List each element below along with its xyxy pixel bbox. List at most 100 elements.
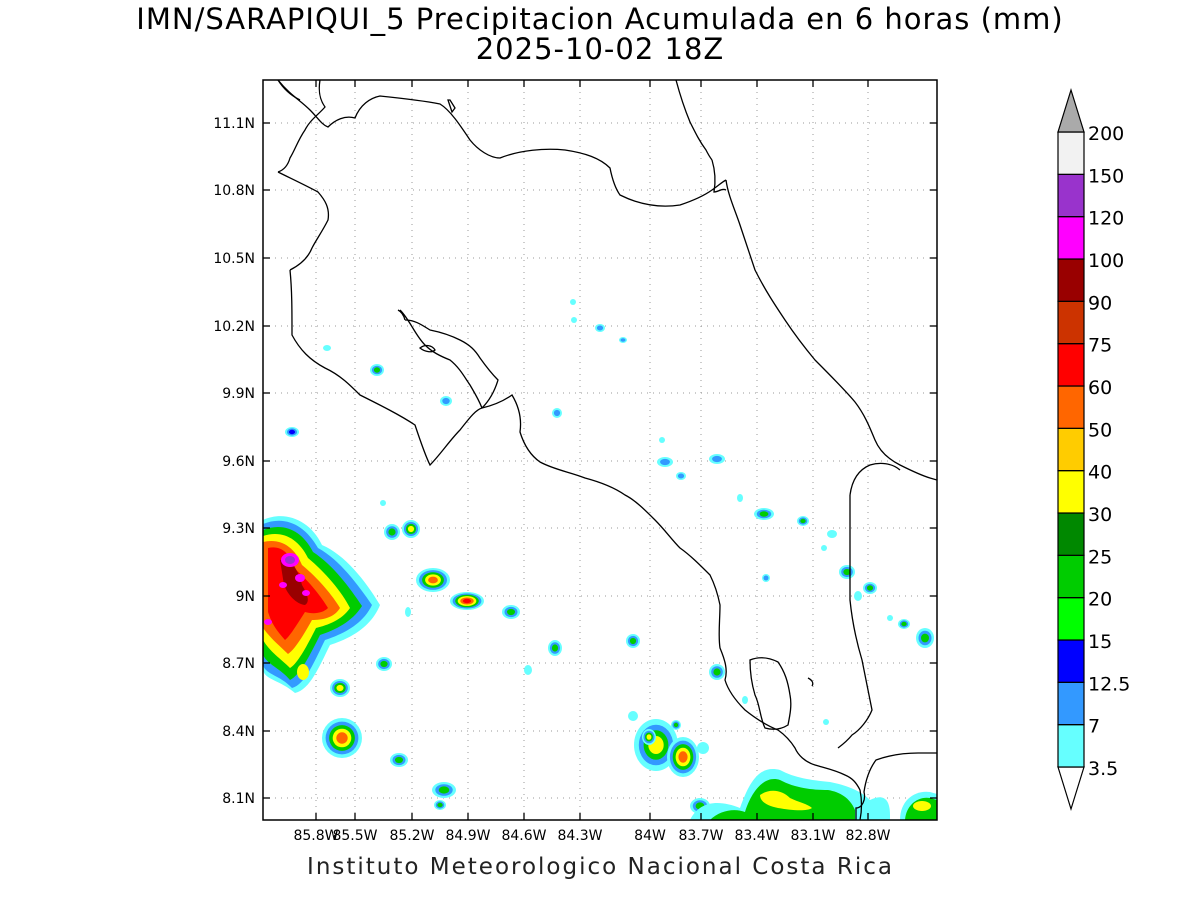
legend-label: 90 [1088,292,1112,314]
rain-cell [264,619,272,625]
rain-cell [901,621,907,627]
rain-cell [507,608,515,616]
rain-cell [388,528,396,536]
legend-label: 20 [1088,589,1112,611]
tick-label-lon: 85.5W [332,828,377,844]
rain-cell [462,598,472,604]
rain-cell [438,786,450,794]
rain-cell [628,711,638,721]
rain-cell [843,568,851,576]
rain-cell [295,574,305,582]
precipitation-field [263,299,937,820]
rain-cell [551,644,559,652]
rain-cell [407,525,415,533]
rain-cell [280,559,308,605]
rain-cell [596,325,604,331]
tick-label-lat: 8.1N [222,791,255,807]
rain-cell [673,722,679,728]
rain-cell [821,545,827,551]
legend-label: 200 [1088,123,1124,145]
rain-cell [302,590,310,596]
legend-swatch [1057,385,1085,429]
tick-label-lat: 9N [236,589,255,605]
rain-cell [712,455,722,463]
legend-triangle-high [1057,87,1085,133]
legend-swatch [1057,173,1085,218]
tick-label-lon: 83.1W [790,828,835,844]
rain-cell [827,530,837,538]
tick-label-lat: 9.6N [222,454,255,470]
tick-label-lon: 84.3W [557,828,602,844]
rain-cell [380,500,386,506]
tick-label-lat: 10.8N [213,183,255,199]
rain-cell [629,637,637,645]
rain-cell [800,518,806,524]
legend-label: 50 [1088,419,1112,441]
rain-cell [677,473,685,479]
tick-label-lon: 84W [634,828,666,844]
rain-cell [437,802,443,808]
legend-label: 75 [1088,335,1112,357]
legend-swatch [1057,681,1085,726]
legend-label: 150 [1088,165,1124,187]
rain-cell [887,615,893,621]
rain-cell [823,719,829,725]
rain-cell [737,494,743,502]
legend-label: 7 [1088,716,1100,738]
footer-credit: Instituto Meteorologico Nacional Costa R… [307,854,894,880]
map-axes: 11.1N 10.8N 10.5N 10.2N 9.9N 9.6N 9.3N 9N 8.7N 8.… [213,80,937,844]
legend-swatch [1057,470,1085,514]
tick-label-lon: 85.2W [389,828,434,844]
rain-cell [395,756,403,764]
map-subtitle-date: 2025-10-02 18Z [475,32,725,66]
rain-cell [524,665,532,675]
legend-label: 3.5 [1088,758,1118,780]
rain-cell [646,734,652,740]
legend-label: 15 [1088,631,1112,653]
legend-swatch [1057,300,1085,345]
legend-swatch [1057,131,1085,175]
rain-cell [336,732,348,744]
legend-swatch [1057,216,1085,260]
rain-cell [570,299,576,305]
legend-swatch [1057,639,1085,683]
legend-swatch [1057,597,1085,641]
tick-label-lat: 11.1N [213,116,255,132]
legend-swatch [1057,724,1085,768]
tick-label-lon: 84.9W [445,828,490,844]
tick-label-lat: 9.9N [222,386,255,402]
map-title: IMN/SARAPIQUI_5 Precipitacion Acumulada … [136,2,1064,36]
rain-cell [336,684,344,692]
rain-cell [297,664,309,680]
legend-label: 60 [1088,377,1112,399]
legend-label: 40 [1088,462,1112,484]
rain-cell [442,397,450,405]
map-frame [262,79,938,821]
legend-swatch [1057,512,1085,556]
rain-cell [763,575,769,581]
tick-label-lon: 84.6W [501,828,546,844]
rain-cell [323,345,331,351]
legend-swatch [1057,343,1085,387]
legend-swatch [1057,258,1085,302]
rain-cell [428,576,438,584]
tick-label-lon: 83.7W [678,828,723,844]
color-legend: 3.5 7 12.5 15 20 25 30 40 50 60 75 90 100 120 150 200 [1057,87,1130,812]
rain-cell [659,437,665,443]
rain-cell [742,696,748,704]
legend-swatch [1057,554,1085,599]
rain-cell [660,458,670,466]
rain-cell [713,668,721,676]
rain-cell [620,338,626,342]
tick-label-lon: 82.8W [845,828,890,844]
rain-cell [288,429,296,435]
rain-cell [913,801,931,811]
rain-cell [760,790,812,811]
rain-cell [279,582,287,588]
rain-cell [921,633,929,643]
legend-swatch [1057,427,1085,472]
legend-label: 25 [1088,546,1112,568]
rain-cell [553,409,561,417]
tick-label-lat: 10.5N [213,251,255,267]
rain-cell [405,607,411,617]
